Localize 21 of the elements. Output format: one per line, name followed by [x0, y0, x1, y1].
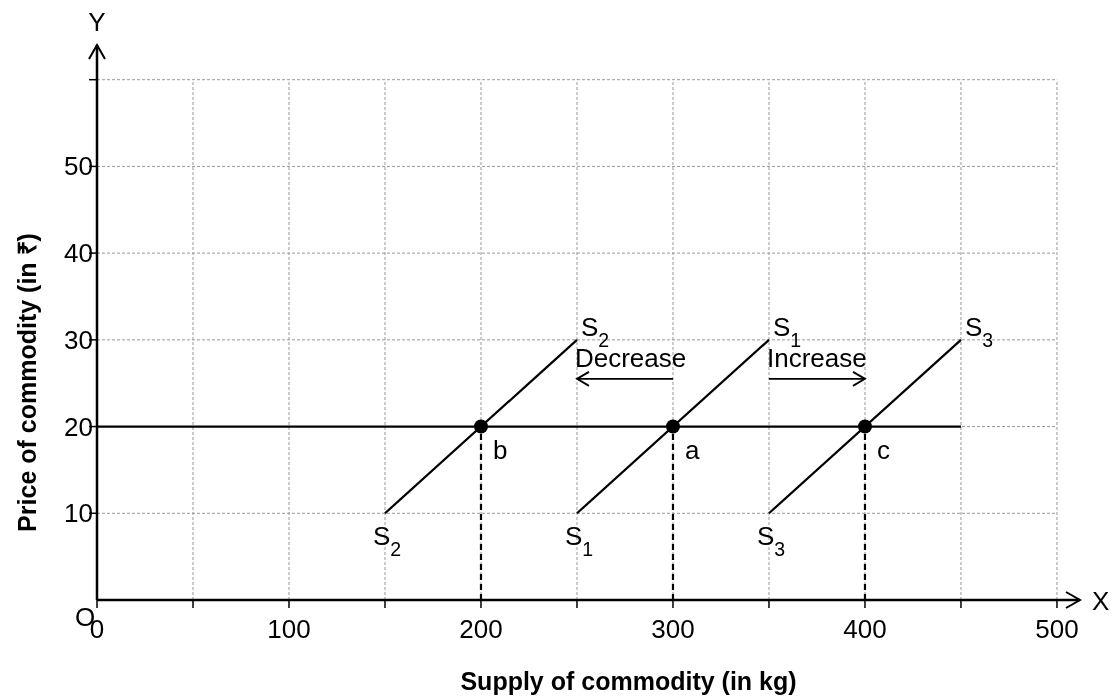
text: S$_{1}$	[564, 521, 594, 561]
x-tick-label: 300	[651, 614, 695, 644]
annotation: b	[492, 434, 508, 465]
x-axis-title: Supply of commodity (in kg)	[460, 667, 797, 695]
text: X	[1092, 586, 1110, 616]
annotation: a	[684, 434, 700, 465]
text: S$_{2}$	[372, 521, 402, 561]
x-tick-label: 200	[459, 614, 503, 644]
y-tick-label: 10	[64, 498, 93, 529]
annotation: c	[876, 434, 890, 465]
series-label: S$_{3}$	[964, 311, 994, 351]
text: S$_{3}$	[756, 521, 786, 561]
x-tick-label: 100	[267, 614, 311, 644]
text: Y	[88, 7, 106, 37]
x-tick-label: 400	[843, 614, 887, 644]
y-tick-label: 20	[64, 411, 93, 442]
y-axis-title: Price of commodity (in ₹)	[13, 233, 41, 532]
y-tick-label: 30	[64, 324, 93, 355]
x-tick-label: 500	[1035, 614, 1079, 644]
y-tick-label: 40	[64, 238, 93, 269]
y-tick-label: 50	[64, 151, 93, 182]
